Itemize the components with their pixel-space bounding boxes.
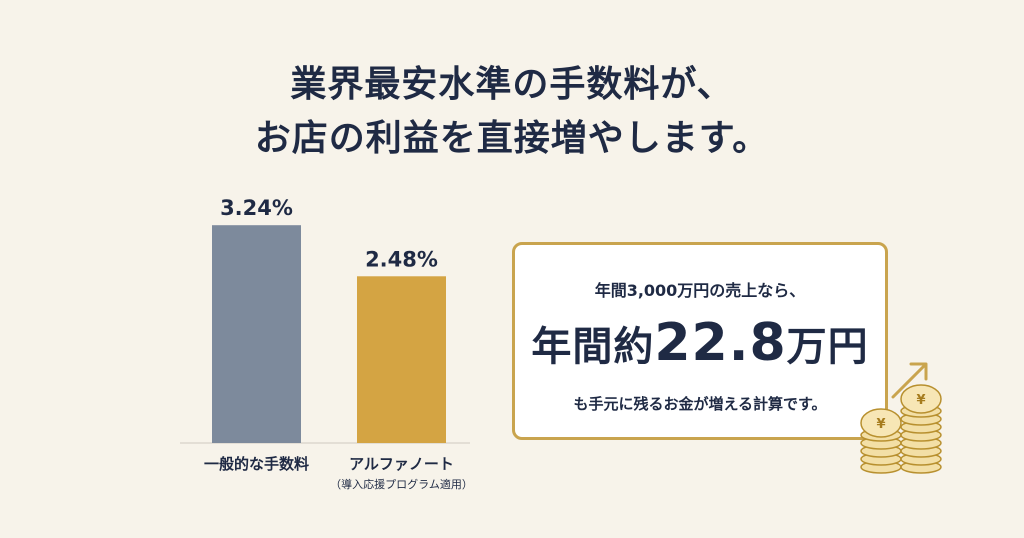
callout-number: 22.8	[654, 313, 787, 373]
savings-callout: 年間3,000万円の売上なら、 年間約22.8万円 も手元に残るお金が増える計算…	[512, 242, 888, 440]
callout-suffix: 万円	[786, 324, 869, 370]
growth-arrow-icon	[891, 362, 928, 399]
bar-value-label-1: 3.24%	[220, 196, 293, 220]
yen-coin-icon: ¥	[916, 393, 925, 408]
bar-value-label-2: 2.48%	[365, 247, 438, 271]
coin-stack-1: ¥	[860, 408, 902, 474]
callout-prefix: 年間約	[531, 324, 655, 370]
yen-coin-icon: ¥	[876, 417, 885, 432]
coin-stacks: ¥¥	[860, 384, 942, 474]
callout-condition-text: 年間3,000万円の売上なら、	[594, 281, 806, 300]
headline-line-1: 業界最安水準の手数料が、	[290, 64, 734, 105]
coin-stack-growth-icon: ¥¥	[860, 362, 942, 474]
headline: 業界最安水準の手数料が、 お店の利益を直接増やします。	[0, 58, 1024, 166]
category-sublabel-2: （導入応援プログラム適用）	[330, 477, 473, 491]
category-label-1: 一般的な手数料	[204, 455, 309, 473]
callout-explanation-text: も手元に残るお金が増える計算です。	[573, 395, 827, 413]
chart-bars: 3.24% 一般的な手数料 2.48% アルファノート （導入応援プログラム適用）	[204, 196, 473, 491]
category-label-2: アルファノート	[349, 455, 454, 473]
bar-2	[357, 276, 446, 443]
bar-1	[212, 225, 301, 443]
headline-line-2: お店の利益を直接増やします。	[254, 118, 770, 159]
fee-comparison-bar-chart: 3.24% 一般的な手数料 2.48% アルファノート （導入応援プログラム適用）	[180, 196, 473, 491]
callout-savings-amount: 年間約22.8万円	[515, 313, 885, 373]
coin-stack-2: ¥	[900, 384, 942, 474]
